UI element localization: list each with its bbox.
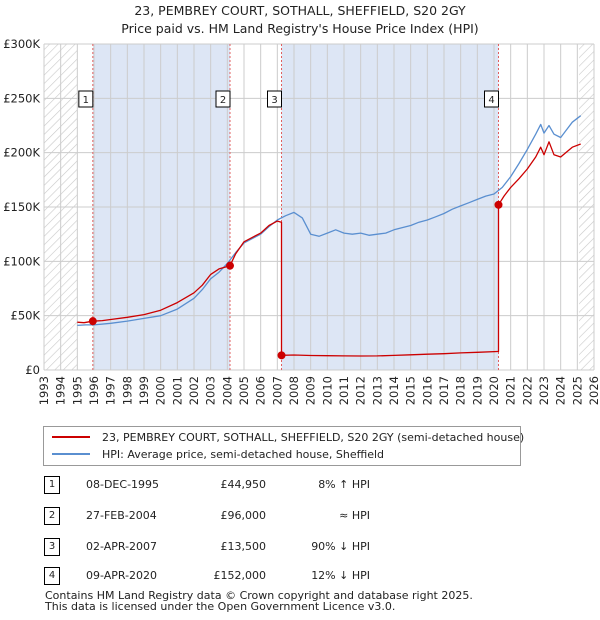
footer-licence: This data is licensed under the Open Gov… bbox=[45, 600, 396, 613]
x-tick-label: 2009 bbox=[304, 376, 318, 405]
transaction-price: £44,950 bbox=[220, 478, 267, 491]
x-tick-label: 2014 bbox=[387, 376, 401, 405]
x-tick-label: 1993 bbox=[37, 376, 51, 405]
sale-point bbox=[226, 261, 234, 270]
x-tick-label: 2003 bbox=[204, 376, 218, 405]
x-tick-label: 2011 bbox=[337, 376, 351, 405]
legend-hpi: HPI: Average price, semi-detached house,… bbox=[52, 446, 384, 462]
x-tick-label: 2012 bbox=[354, 376, 368, 405]
x-tick-label: 2005 bbox=[237, 376, 251, 405]
transaction-hpi: 8% ↑ HPI bbox=[318, 478, 370, 491]
x-tick-label: 2026 bbox=[587, 376, 600, 405]
transaction-price: £152,000 bbox=[213, 569, 267, 582]
legend-property-swatch bbox=[52, 436, 90, 438]
x-tick-label: 1998 bbox=[120, 376, 134, 405]
x-tick-label: 2002 bbox=[187, 376, 201, 405]
x-tick-label: 2023 bbox=[537, 376, 551, 405]
x-tick-label: 2025 bbox=[570, 376, 584, 405]
sale-point bbox=[277, 351, 286, 360]
table-row: 3 02-APR-2007 £13,500 90% ↓ HPI bbox=[0, 536, 600, 558]
transaction-price: £96,000 bbox=[220, 509, 267, 522]
legend-property-label: 23, PEMBREY COURT, SOTHALL, SHEFFIELD, S… bbox=[102, 430, 525, 444]
x-tick-label: 2022 bbox=[520, 376, 534, 405]
x-tick-label: 2001 bbox=[170, 376, 184, 405]
x-tick-label: 1996 bbox=[87, 376, 101, 405]
property-price-line bbox=[77, 141, 581, 357]
transaction-date: 27-FEB-2004 bbox=[86, 509, 157, 522]
y-tick-label: £200K bbox=[3, 146, 40, 160]
x-tick-label: 2016 bbox=[420, 376, 434, 405]
x-tick-label: 2021 bbox=[504, 376, 518, 405]
x-tick-label: 2000 bbox=[154, 376, 168, 405]
table-row: 1 08-DEC-1995 £44,950 8% ↑ HPI bbox=[0, 474, 600, 496]
legend-property: 23, PEMBREY COURT, SOTHALL, SHEFFIELD, S… bbox=[52, 429, 524, 445]
marker-box bbox=[78, 90, 94, 108]
x-tick-label: 1997 bbox=[104, 376, 118, 405]
y-tick-label: £300K bbox=[3, 37, 40, 51]
x-tick-label: 2006 bbox=[254, 376, 268, 405]
x-tick-label: 2008 bbox=[287, 376, 301, 405]
y-tick-label: £50K bbox=[11, 309, 41, 323]
x-tick-label: 2007 bbox=[270, 376, 284, 405]
x-tick-label: 2017 bbox=[437, 376, 451, 405]
y-tick-label: £150K bbox=[3, 200, 40, 214]
transaction-date: 08-DEC-1995 bbox=[86, 478, 160, 491]
transaction-number: 3 bbox=[44, 538, 60, 556]
x-tick-label: 2020 bbox=[487, 376, 501, 405]
hpi-line bbox=[77, 115, 582, 327]
transaction-number: 2 bbox=[44, 507, 60, 525]
marker-label: 3 bbox=[271, 95, 277, 106]
x-tick-label: 2024 bbox=[554, 376, 568, 405]
transaction-hpi: 12% ↓ HPI bbox=[311, 569, 370, 582]
marker-label: 4 bbox=[488, 95, 494, 106]
legend-hpi-swatch bbox=[52, 453, 90, 455]
chart-title-line2: Price paid vs. HM Land Registry's House … bbox=[121, 21, 478, 36]
table-row: 2 27-FEB-2004 £96,000 ≈ HPI bbox=[0, 505, 600, 527]
x-tick-label: 2010 bbox=[320, 376, 334, 405]
transaction-hpi: ≈ HPI bbox=[339, 509, 370, 522]
chart-legend: 23, PEMBREY COURT, SOTHALL, SHEFFIELD, S… bbox=[43, 426, 524, 466]
x-tick-label: 2013 bbox=[370, 376, 384, 405]
transaction-date: 02-APR-2007 bbox=[86, 540, 158, 553]
chart-title-line1: 23, PEMBREY COURT, SOTHALL, SHEFFIELD, S… bbox=[134, 3, 466, 18]
x-tick-label: 2019 bbox=[470, 376, 484, 405]
transaction-price: £13,500 bbox=[220, 540, 267, 553]
transaction-hpi: 90% ↓ HPI bbox=[311, 540, 370, 553]
sale-point bbox=[494, 200, 503, 209]
legend-hpi-label: HPI: Average price, semi-detached house,… bbox=[102, 447, 385, 461]
x-tick-label: 1994 bbox=[54, 376, 68, 405]
table-row: 4 09-APR-2020 £152,000 12% ↓ HPI bbox=[0, 565, 600, 587]
x-tick-label: 1995 bbox=[70, 376, 84, 405]
transaction-date: 09-APR-2020 bbox=[86, 569, 158, 582]
sale-point bbox=[88, 317, 97, 326]
marker-box bbox=[267, 90, 282, 108]
x-tick-label: 2015 bbox=[404, 376, 418, 405]
x-tick-label: 2018 bbox=[454, 376, 468, 405]
marker-box bbox=[215, 90, 231, 108]
x-tick-label: 1999 bbox=[137, 376, 151, 405]
y-tick-label: £250K bbox=[3, 91, 40, 105]
marker-box bbox=[484, 90, 499, 108]
y-tick-label: £100K bbox=[3, 254, 40, 268]
transaction-number: 4 bbox=[44, 567, 60, 585]
marker-label: 1 bbox=[83, 95, 89, 106]
x-tick-label: 2004 bbox=[220, 376, 234, 405]
y-tick-label: £0 bbox=[25, 363, 40, 377]
transaction-number: 1 bbox=[44, 476, 60, 494]
footer: Contains HM Land Registry data © Crown c… bbox=[45, 590, 473, 612]
footer-copyright: Contains HM Land Registry data © Crown c… bbox=[45, 589, 473, 602]
marker-label: 2 bbox=[220, 95, 226, 106]
price-chart: 23, PEMBREY COURT, SOTHALL, SHEFFIELD, S… bbox=[3, 3, 600, 405]
